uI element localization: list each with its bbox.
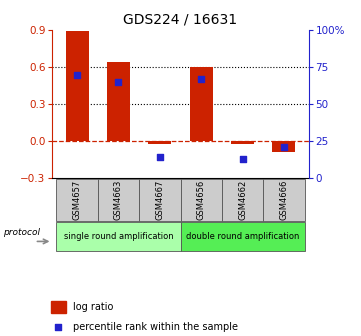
- Point: [240, 156, 245, 162]
- Text: single round amplification: single round amplification: [64, 233, 173, 241]
- Text: GSM4663: GSM4663: [114, 180, 123, 220]
- Text: GSM4656: GSM4656: [197, 180, 206, 220]
- Bar: [66, 31, 88, 141]
- Text: GSM4667: GSM4667: [155, 180, 164, 220]
- Text: log ratio: log ratio: [73, 302, 113, 312]
- Text: GSM4657: GSM4657: [73, 180, 82, 220]
- Point: [157, 155, 163, 160]
- Text: protocol: protocol: [3, 228, 40, 237]
- Title: GDS224 / 16631: GDS224 / 16631: [123, 12, 238, 26]
- Bar: [190, 67, 213, 141]
- FancyBboxPatch shape: [180, 222, 305, 251]
- Point: [281, 144, 287, 150]
- FancyBboxPatch shape: [222, 178, 263, 221]
- Text: GSM4666: GSM4666: [279, 180, 288, 220]
- Point: [198, 76, 204, 82]
- Bar: [231, 141, 254, 143]
- Text: percentile rank within the sample: percentile rank within the sample: [73, 322, 238, 332]
- Bar: [273, 141, 295, 152]
- Point: [116, 79, 121, 85]
- FancyBboxPatch shape: [56, 222, 180, 251]
- FancyBboxPatch shape: [180, 178, 222, 221]
- Point: [74, 72, 80, 77]
- FancyBboxPatch shape: [263, 178, 305, 221]
- Bar: [51, 301, 66, 312]
- Text: GSM4662: GSM4662: [238, 180, 247, 220]
- FancyBboxPatch shape: [98, 178, 139, 221]
- Bar: [107, 62, 130, 141]
- Point: [55, 325, 61, 330]
- FancyBboxPatch shape: [56, 178, 98, 221]
- Text: double round amplification: double round amplification: [186, 233, 299, 241]
- Bar: [148, 141, 171, 143]
- FancyBboxPatch shape: [139, 178, 180, 221]
